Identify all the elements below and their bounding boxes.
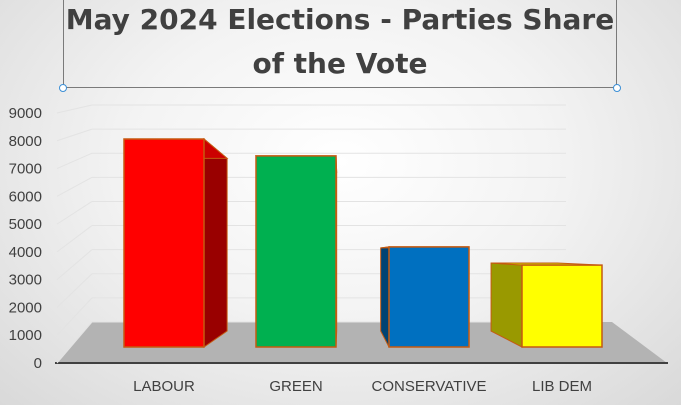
y-tick-label: 2000	[9, 299, 42, 316]
resize-handle-left[interactable]	[59, 84, 67, 92]
bar-side-face	[380, 246, 390, 348]
y-tick-label: 7000	[9, 161, 42, 178]
gridline-side	[56, 128, 93, 142]
y-tick-label: 4000	[9, 244, 42, 261]
gridline-side	[56, 104, 93, 114]
y-tick-label: 0	[34, 355, 42, 372]
y-tick-label: 5000	[9, 216, 42, 233]
chart-title-box[interactable]: May 2024 Elections - Parties Share of th…	[63, 0, 617, 88]
bar-front-face	[123, 138, 205, 348]
y-tick-label: 3000	[9, 272, 42, 289]
y-tick-label: 8000	[9, 133, 42, 150]
x-category-label: LABOUR	[133, 378, 195, 395]
gridline-side	[56, 225, 93, 253]
gridline-side	[56, 249, 93, 281]
resize-handle-right[interactable]	[613, 84, 621, 92]
bar-front-face	[388, 246, 470, 348]
x-category-label: LIB DEM	[532, 378, 592, 395]
y-axis-ticks: 0 1000 2000 3000 4000 5000 6000 7000 8000 9000	[9, 105, 42, 372]
y-tick-label: 1000	[9, 327, 42, 344]
bar-lib-dem	[490, 262, 603, 348]
bar-front-face	[255, 155, 337, 348]
gridline-side	[56, 297, 93, 336]
y-tick-label: 6000	[9, 188, 42, 205]
gridline-side	[56, 273, 93, 308]
bar-conservative	[380, 246, 470, 348]
chart-title: May 2024 Elections - Parties Share of th…	[65, 3, 615, 80]
gridline-side	[56, 201, 93, 225]
x-category-label: CONSERVATIVE	[371, 378, 486, 395]
x-axis-labels: LABOUR GREEN CONSERVATIVE LIB DEM	[133, 378, 592, 395]
bars-layer	[123, 137, 603, 348]
gridline-side	[56, 321, 93, 364]
gridline-side	[56, 176, 93, 197]
bar-front-face	[521, 264, 603, 348]
y-tick-label: 9000	[9, 105, 42, 122]
bar-side-face	[203, 137, 228, 348]
bar-labour	[123, 137, 229, 348]
bar-green	[254, 155, 338, 348]
gridline-side	[56, 152, 93, 170]
x-category-label: GREEN	[269, 378, 322, 395]
